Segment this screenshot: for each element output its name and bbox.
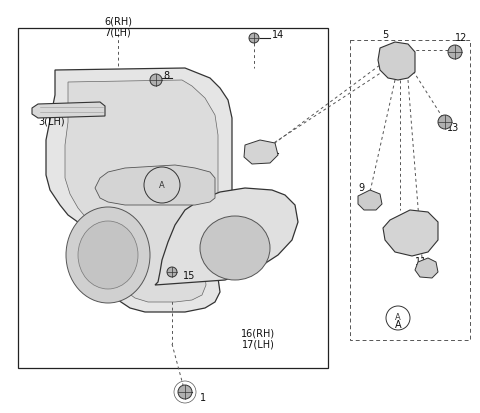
Polygon shape: [155, 188, 298, 285]
Text: 15: 15: [183, 271, 195, 281]
Text: 4: 4: [400, 217, 406, 227]
Text: 6(RH)
7(LH): 6(RH) 7(LH): [104, 16, 132, 38]
Text: 11: 11: [415, 257, 427, 267]
Text: A: A: [395, 313, 401, 323]
Ellipse shape: [66, 207, 150, 303]
Text: 12: 12: [455, 33, 468, 43]
Text: 10: 10: [260, 150, 272, 160]
Polygon shape: [244, 140, 278, 164]
Polygon shape: [358, 190, 382, 210]
Text: 16(RH)
17(LH): 16(RH) 17(LH): [241, 328, 275, 349]
Bar: [350, 40, 470, 340]
Polygon shape: [95, 165, 215, 205]
Text: 14: 14: [272, 30, 284, 40]
Polygon shape: [32, 102, 105, 118]
Polygon shape: [46, 68, 232, 312]
Polygon shape: [383, 210, 438, 256]
Polygon shape: [415, 258, 438, 278]
Text: A: A: [159, 180, 165, 190]
Circle shape: [150, 74, 162, 86]
Text: 5: 5: [382, 30, 388, 40]
Circle shape: [178, 385, 192, 399]
Polygon shape: [65, 80, 218, 302]
Circle shape: [249, 33, 259, 43]
Bar: [18, 28, 328, 368]
Polygon shape: [378, 42, 415, 80]
Circle shape: [448, 45, 462, 59]
Text: 2(RH)
3(LH): 2(RH) 3(LH): [38, 105, 66, 127]
Text: A: A: [395, 320, 401, 330]
Text: 13: 13: [447, 123, 459, 133]
Circle shape: [167, 267, 177, 277]
Circle shape: [438, 115, 452, 129]
Text: 9: 9: [358, 183, 364, 193]
Text: 8: 8: [163, 71, 169, 81]
Text: 1: 1: [200, 393, 206, 403]
Ellipse shape: [78, 221, 138, 289]
Ellipse shape: [200, 216, 270, 280]
